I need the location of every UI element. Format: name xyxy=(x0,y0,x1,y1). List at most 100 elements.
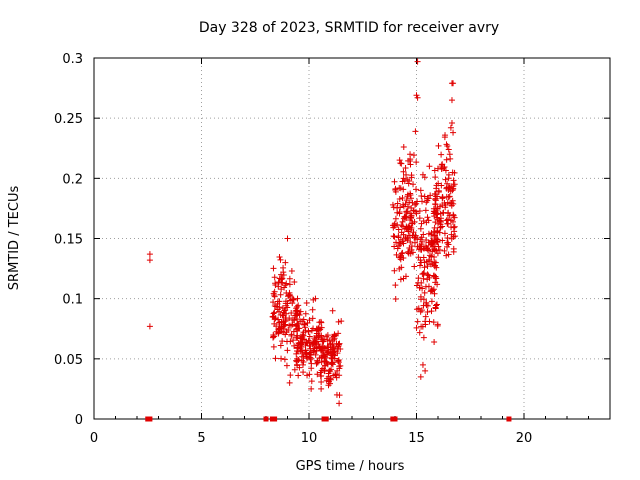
grid-lines xyxy=(94,58,610,419)
data-point xyxy=(309,341,316,348)
data-point xyxy=(436,246,443,253)
data-point xyxy=(424,308,431,315)
data-point xyxy=(398,222,405,229)
data-point xyxy=(421,259,428,266)
data-point xyxy=(444,220,451,227)
data-point xyxy=(422,207,429,214)
data-point xyxy=(291,317,298,324)
data-point xyxy=(405,223,412,230)
data-point xyxy=(411,218,418,225)
data-point xyxy=(297,308,304,315)
data-point xyxy=(433,302,440,309)
data-point xyxy=(334,350,341,357)
data-point xyxy=(304,372,311,379)
data-point xyxy=(298,343,305,350)
y-tick-label: 0 xyxy=(75,413,83,428)
data-point xyxy=(330,349,337,356)
data-point xyxy=(295,356,302,363)
data-point xyxy=(288,268,295,275)
data-point xyxy=(417,293,424,300)
data-point xyxy=(419,361,426,368)
data-point xyxy=(437,203,444,210)
data-point xyxy=(274,306,281,313)
data-point xyxy=(301,321,308,328)
data-point xyxy=(412,186,419,193)
data-point xyxy=(331,332,338,339)
data-point xyxy=(273,303,280,310)
data-point xyxy=(420,231,427,238)
data-point xyxy=(432,201,439,208)
data-point xyxy=(314,371,321,378)
data-point xyxy=(443,185,450,192)
data-point xyxy=(296,312,303,319)
data-point xyxy=(414,318,421,325)
data-point xyxy=(443,252,450,259)
data-point xyxy=(432,196,439,203)
data-point xyxy=(280,309,287,316)
data-point xyxy=(270,299,277,306)
data-point xyxy=(336,341,343,348)
data-point xyxy=(270,343,277,350)
data-point xyxy=(278,323,285,330)
data-point xyxy=(448,97,455,104)
data-point xyxy=(406,178,413,185)
data-point xyxy=(308,378,315,385)
data-point xyxy=(402,235,409,242)
data-point xyxy=(427,288,434,295)
zero-marker xyxy=(272,416,278,422)
data-point xyxy=(419,171,426,178)
data-point xyxy=(417,373,424,380)
data-point xyxy=(438,161,445,168)
data-point xyxy=(406,245,413,252)
data-point xyxy=(421,289,428,296)
data-point xyxy=(407,151,414,158)
data-point xyxy=(335,357,342,364)
data-point xyxy=(407,214,414,221)
data-point xyxy=(427,192,434,199)
data-point xyxy=(400,240,407,247)
data-point xyxy=(411,263,418,270)
data-point xyxy=(286,275,293,282)
data-point xyxy=(413,210,420,217)
data-point xyxy=(285,293,292,300)
data-point xyxy=(303,355,310,362)
data-point xyxy=(279,305,286,312)
data-point xyxy=(414,94,421,101)
data-point xyxy=(444,142,451,149)
data-point xyxy=(291,342,298,349)
data-point xyxy=(391,178,398,185)
data-point xyxy=(282,318,289,325)
data-point xyxy=(315,325,322,332)
data-point xyxy=(310,296,317,303)
data-point xyxy=(335,318,342,325)
data-point xyxy=(294,355,301,362)
data-point xyxy=(445,146,452,153)
data-point xyxy=(294,332,301,339)
data-point xyxy=(277,342,284,349)
data-point xyxy=(422,367,429,374)
data-point xyxy=(417,262,424,269)
data-point xyxy=(395,226,402,233)
data-point xyxy=(431,167,438,174)
data-point xyxy=(309,315,316,322)
data-point xyxy=(441,200,448,207)
data-point xyxy=(423,219,430,226)
data-point xyxy=(321,358,328,365)
data-point xyxy=(427,261,434,268)
data-point xyxy=(434,216,441,223)
data-point xyxy=(425,258,432,265)
data-point xyxy=(283,310,290,317)
data-point xyxy=(273,323,280,330)
data-point xyxy=(394,245,401,252)
data-point xyxy=(278,318,285,325)
y-tick-label: 0.25 xyxy=(54,112,83,127)
data-point xyxy=(283,362,290,369)
data-point xyxy=(318,385,325,392)
data-point xyxy=(444,239,451,246)
data-point xyxy=(400,255,407,262)
data-point xyxy=(300,332,307,339)
data-point xyxy=(305,337,312,344)
data-point xyxy=(404,208,411,215)
data-point xyxy=(439,237,446,244)
data-point xyxy=(391,233,398,240)
